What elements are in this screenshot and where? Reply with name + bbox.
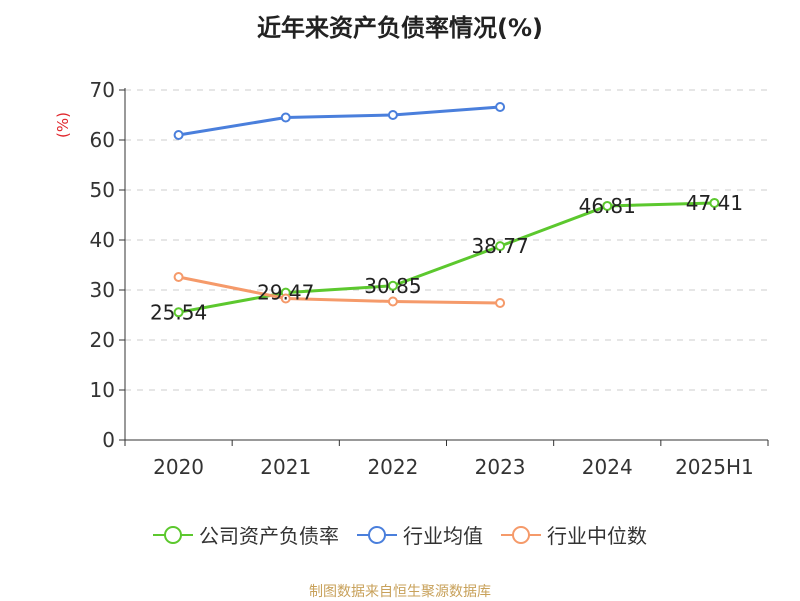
data-label: 30.85 bbox=[364, 274, 421, 298]
legend-label-industry-mean: 行业均值 bbox=[403, 524, 483, 548]
data-point[interactable] bbox=[280, 112, 291, 123]
data-point[interactable] bbox=[173, 130, 184, 140]
y-tick-label: 20 bbox=[90, 328, 115, 352]
data-point[interactable] bbox=[495, 298, 506, 308]
x-tick-label: 2021 bbox=[260, 455, 311, 479]
data-label: 46.81 bbox=[579, 194, 636, 218]
data-point[interactable] bbox=[602, 200, 613, 211]
legend-item-company[interactable]: 公司资产负债率 bbox=[153, 520, 339, 549]
legend-label-company: 公司资产负债率 bbox=[199, 524, 339, 548]
source-note: 制图数据来自恒生聚源数据库 bbox=[309, 584, 491, 600]
data-label: 25.54 bbox=[150, 300, 207, 324]
y-tick-label: 50 bbox=[90, 178, 115, 202]
y-tick-label: 60 bbox=[90, 128, 115, 152]
y-tick-label: 0 bbox=[102, 428, 115, 452]
y-tick-label: 30 bbox=[90, 278, 115, 302]
data-point[interactable] bbox=[495, 241, 506, 252]
x-tick-label: 2025H1 bbox=[675, 455, 754, 479]
y-tick-label: 70 bbox=[90, 78, 115, 102]
data-point[interactable] bbox=[709, 197, 720, 208]
series-line bbox=[178, 105, 501, 137]
data-point[interactable] bbox=[387, 110, 398, 120]
y-tick-label: 40 bbox=[90, 228, 115, 252]
legend-marker-industry-mean bbox=[357, 525, 397, 544]
data-labels: 25.54 29.47 30.85 38.77 46.81 47.41 bbox=[150, 191, 743, 324]
x-tick-label: 2022 bbox=[367, 455, 418, 479]
data-point[interactable] bbox=[495, 102, 506, 112]
chart-title: 近年来资产负债率情况(%) bbox=[257, 14, 543, 42]
legend-item-industry-mean[interactable]: 行业均值 bbox=[357, 520, 483, 549]
legend-label-industry-median: 行业中位数 bbox=[547, 524, 647, 548]
axes: 0 10 20 30 40 50 60 70 2020 2021 2022 2023 2024 2025H… bbox=[90, 78, 769, 479]
data-label: 47.41 bbox=[686, 191, 743, 215]
data-point[interactable] bbox=[280, 293, 291, 304]
data-label: 38.77 bbox=[471, 234, 528, 258]
y-tick-label: 10 bbox=[90, 378, 115, 402]
data-point[interactable] bbox=[387, 280, 398, 291]
data-point[interactable] bbox=[173, 307, 184, 318]
legend-marker-company bbox=[153, 525, 193, 544]
x-tick-label: 2024 bbox=[582, 455, 633, 479]
x-tick-label: 2023 bbox=[475, 455, 526, 479]
legend-item-industry-median[interactable]: 行业中位数 bbox=[501, 520, 647, 549]
legend: 公司资产负债率 行业均值 行业中位数 bbox=[0, 520, 800, 549]
data-point[interactable] bbox=[387, 296, 398, 307]
x-tick-label: 2020 bbox=[153, 455, 204, 479]
series-line bbox=[178, 275, 501, 305]
data-point[interactable] bbox=[173, 272, 184, 282]
grid-lines bbox=[125, 89, 768, 391]
series bbox=[173, 102, 720, 318]
y-axis-label: (%) bbox=[54, 112, 72, 138]
legend-marker-industry-median bbox=[501, 525, 541, 544]
data-label: 29.47 bbox=[257, 281, 314, 305]
